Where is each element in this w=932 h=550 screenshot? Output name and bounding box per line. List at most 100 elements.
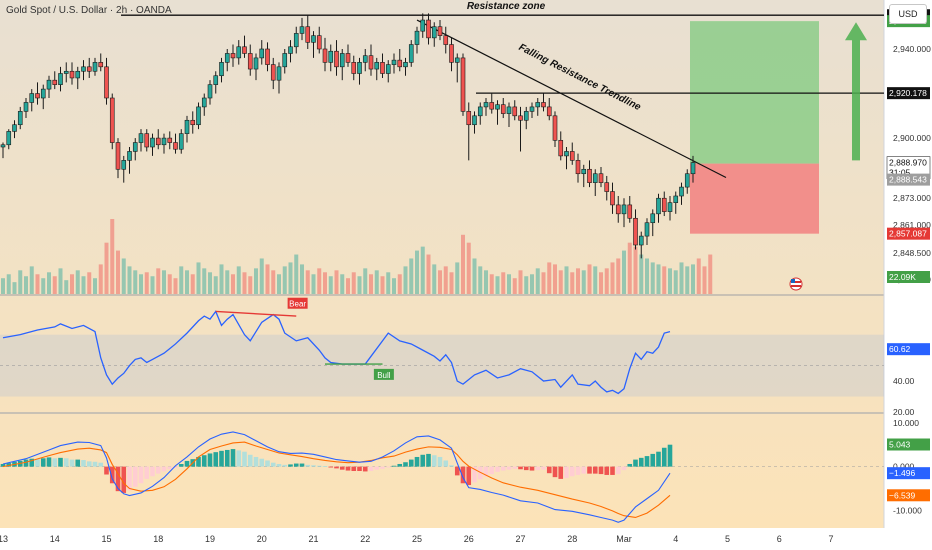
- macd-histogram-bar: [184, 460, 190, 467]
- volume-bar: [35, 274, 40, 294]
- candle-body: [357, 62, 362, 74]
- macd-histogram-bar: [449, 465, 454, 467]
- candle-body: [529, 106, 535, 112]
- candle-body: [483, 102, 489, 108]
- candle-body: [397, 59, 403, 68]
- volume-bar: [501, 272, 506, 294]
- volume-bar: [208, 272, 212, 294]
- volume-bar: [334, 270, 339, 294]
- macd-tick-label: 0.000: [893, 462, 915, 472]
- macd-histogram-bar: [127, 466, 132, 491]
- volume-bar: [645, 258, 649, 294]
- volume-bar: [438, 270, 442, 294]
- candle-body: [552, 115, 558, 141]
- time-tick-label: 28: [567, 534, 577, 544]
- macd-histogram-bar: [575, 466, 581, 475]
- candle-body: [661, 197, 667, 212]
- us-flag-stripe: [791, 281, 801, 283]
- volume-bar: [455, 262, 460, 294]
- volume-bar: [219, 264, 224, 294]
- volume-bar: [530, 274, 534, 294]
- bear-label: Bear: [289, 300, 306, 309]
- candle-body: [259, 48, 265, 59]
- price-tag-label-countdown: 31:05: [889, 168, 911, 178]
- macd-histogram-bar: [638, 457, 644, 467]
- volume-bar: [254, 268, 258, 294]
- volume-bar: [472, 258, 477, 294]
- candle-body: [466, 111, 472, 126]
- volume-bar: [311, 274, 316, 294]
- macd-histogram-bar: [40, 458, 46, 467]
- time-tick-label: 25: [412, 534, 422, 544]
- candle-body: [558, 140, 564, 157]
- candle-body: [299, 26, 305, 34]
- candle-body: [495, 104, 500, 110]
- macd-histogram-bar: [155, 466, 161, 474]
- candle-body: [253, 57, 259, 70]
- candle-body: [224, 53, 230, 63]
- volume-bar: [420, 246, 425, 294]
- candle-body: [184, 119, 190, 134]
- macd-histogram-bar: [621, 466, 627, 471]
- volume-bar: [202, 268, 207, 294]
- candle-body: [219, 62, 224, 77]
- candle-body: [98, 62, 104, 68]
- candle-body: [58, 73, 63, 85]
- candle-body: [150, 137, 155, 148]
- currency-button[interactable]: USD: [889, 4, 927, 24]
- volume-bar: [116, 250, 120, 294]
- candle-body: [408, 44, 414, 63]
- macd-histogram-bar: [46, 457, 52, 467]
- macd-histogram-bar: [489, 466, 495, 475]
- time-tick-label: 6: [777, 534, 782, 544]
- falling-trendline: [416, 19, 727, 179]
- macd-histogram-bar: [293, 463, 299, 467]
- time-tick-label: 13: [0, 534, 8, 544]
- candle-body: [368, 55, 374, 70]
- candle-body: [132, 142, 138, 152]
- macd-histogram-bar: [610, 466, 615, 475]
- signal-line: [2, 441, 671, 519]
- up-arrow-icon: [845, 22, 867, 161]
- candle-body: [81, 66, 86, 72]
- candle-body: [385, 64, 391, 74]
- macd-histogram-bar: [322, 466, 328, 467]
- time-tick-label: 5: [725, 534, 730, 544]
- volume-bar: [121, 258, 126, 294]
- candle-body: [316, 35, 322, 50]
- candle-body: [535, 102, 541, 108]
- candle-body: [213, 75, 219, 85]
- volume-bar: [328, 276, 333, 294]
- macd-value-label-bg: [887, 438, 930, 451]
- candle-body: [12, 124, 17, 132]
- time-tick-label: 20: [257, 534, 267, 544]
- macd-histogram-bar: [380, 466, 385, 469]
- candle-body: [420, 19, 426, 32]
- macd-histogram-bar: [500, 466, 506, 471]
- candle-body: [265, 48, 270, 65]
- candle-body: [443, 35, 449, 45]
- volume-bar: [443, 266, 448, 294]
- macd-histogram-bar: [426, 453, 431, 467]
- price-tick-label: 2,873.000: [893, 193, 931, 203]
- volume-bar: [259, 258, 264, 294]
- candle-body: [351, 62, 357, 74]
- candle-body: [0, 144, 6, 148]
- candle-body: [650, 213, 656, 224]
- volume-bar: [397, 274, 402, 294]
- volume-bar: [225, 270, 230, 294]
- price-tag-label: 2,920.178: [889, 88, 927, 98]
- macd-histogram-bar: [661, 447, 667, 467]
- candle-body: [138, 133, 144, 143]
- macd-histogram-bar: [391, 465, 397, 467]
- volume-bar: [70, 274, 74, 294]
- volume-bar: [547, 262, 552, 294]
- volume-bar: [374, 270, 379, 294]
- volume-bar: [518, 270, 523, 294]
- time-tick-label: Mar: [616, 534, 632, 544]
- volume-bar: [604, 268, 609, 294]
- macd-histogram-bar: [144, 466, 150, 479]
- volume-bar: [300, 264, 304, 294]
- macd-histogram-bar: [592, 466, 598, 474]
